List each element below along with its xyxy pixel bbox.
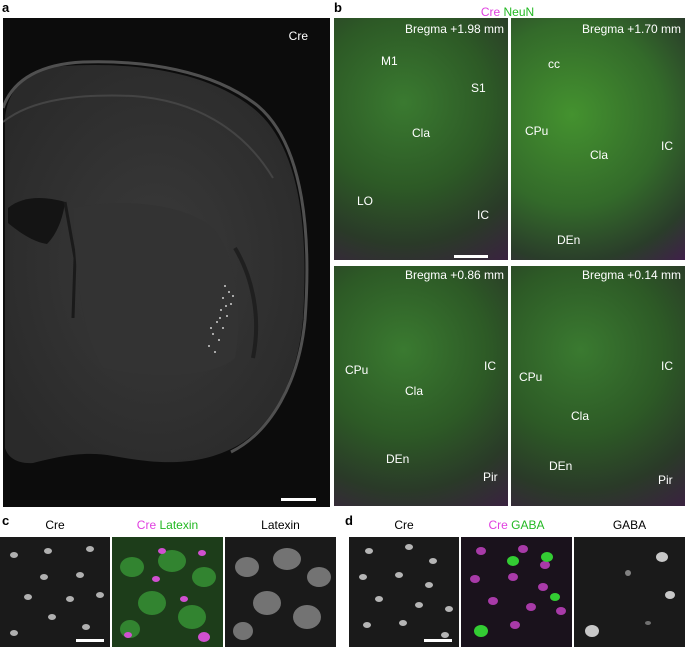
panel-label-d: d	[345, 513, 353, 528]
region-cla: Cla	[405, 384, 424, 398]
region-m1: M1	[381, 54, 398, 68]
panel-c-cre-image	[0, 537, 110, 647]
region-den: DEn	[386, 452, 410, 466]
region-cpu: CPu	[519, 370, 543, 384]
region-ic: IC	[477, 208, 489, 222]
region-ic: IC	[661, 359, 673, 373]
panel-b-q2-image: Bregma +1.70 mm cc CPu Cla IC DEn	[511, 18, 685, 260]
panel-d-header-2: Cre GABA	[488, 518, 545, 532]
panel-c-scale-bar	[76, 639, 104, 642]
panel-d-scale-bar	[424, 639, 452, 642]
panel-c-header-2: Cre Latexin	[136, 518, 199, 532]
region-den: DEn	[549, 459, 573, 473]
region-ic: IC	[484, 359, 496, 373]
panel-d-gaba-image	[574, 537, 685, 647]
region-cpu: CPu	[345, 363, 369, 377]
region-s1: S1	[471, 81, 486, 95]
cre-labeled-cells	[208, 285, 234, 353]
region-cc: cc	[548, 57, 560, 71]
region-lo: LO	[357, 194, 374, 208]
panel-d-merge-image	[461, 537, 572, 647]
panel-b-q1-image: Bregma +1.98 mm M1 S1 Cla LO IC	[334, 18, 508, 260]
panel-label-b: b	[334, 0, 342, 15]
bregma-label-q2: Bregma +1.70 mm	[581, 22, 681, 36]
bregma-label-q3: Bregma +0.86 mm	[404, 268, 504, 282]
region-pir: Pir	[483, 470, 498, 484]
panel-a-scale-bar	[281, 498, 316, 501]
panel-a-coronal-section: Cre	[3, 18, 330, 507]
panel-d-cre-image	[349, 537, 459, 647]
region-cla: Cla	[571, 409, 590, 423]
panel-d-header-1: Cre	[394, 518, 414, 532]
panel-b-q3-image: Bregma +0.86 mm CPu IC Cla DEn Pir	[334, 266, 508, 506]
region-cla: Cla	[412, 126, 431, 140]
panel-b-q4-image: Bregma +0.14 mm CPu IC Cla DEn Pir	[511, 266, 685, 506]
region-pir: Pir	[658, 473, 673, 487]
region-den: DEn	[557, 233, 581, 247]
panel-d-header-3: GABA	[612, 518, 647, 532]
panel-c-latexin-image	[225, 537, 336, 647]
panel-c-header-3: Latexin	[261, 518, 300, 532]
coronal-section-image	[3, 60, 309, 464]
region-cpu: CPu	[525, 124, 549, 138]
region-cla: Cla	[590, 148, 609, 162]
panel-label-c: c	[2, 513, 10, 528]
panel-b-scale-bar	[454, 255, 488, 258]
panel-a-channel-label: Cre	[288, 29, 308, 43]
bregma-label-q1: Bregma +1.98 mm	[404, 22, 504, 36]
region-ic: IC	[661, 139, 673, 153]
panel-b-header: Cre NeuN	[480, 5, 535, 19]
bregma-label-q4: Bregma +0.14 mm	[581, 268, 681, 282]
panel-c-merge-image	[112, 537, 223, 647]
panel-label-a: a	[2, 0, 10, 15]
panel-c-header-1: Cre	[45, 518, 65, 532]
